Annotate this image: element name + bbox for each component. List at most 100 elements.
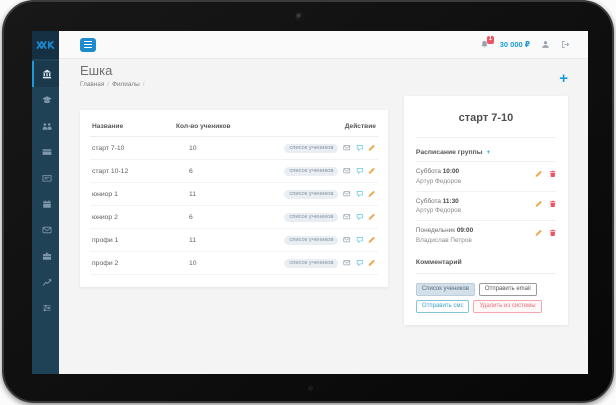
chat-icon (356, 260, 363, 267)
sidebar-item-envelope[interactable] (32, 217, 59, 243)
sidebar-item-briefcase[interactable] (32, 243, 59, 269)
group-name: старт 10-12 (92, 167, 129, 175)
sidebar-item-chart-line[interactable] (32, 269, 59, 295)
row-actions: список учеников (252, 166, 376, 176)
delete-from-system-button[interactable]: Удалить из системы (473, 299, 542, 313)
send-email-icon-button[interactable] (343, 213, 351, 221)
group-name: старт 7-10 (92, 144, 125, 152)
students-count: 10 (189, 144, 197, 152)
students-list-badge[interactable]: список учеников (284, 258, 339, 268)
send-email-icon-button[interactable] (343, 167, 351, 175)
send-email-button[interactable]: Отправить email (478, 282, 537, 296)
comment-icon-button[interactable] (356, 259, 364, 267)
pencil-icon (535, 200, 542, 207)
edit-icon-button[interactable] (368, 259, 376, 267)
pencil-icon (369, 190, 376, 198)
schedule-item: Понедельник 09:00 Владислав Петров (415, 220, 557, 250)
comment-icon-button[interactable] (356, 144, 364, 152)
row-actions: список учеников (252, 143, 376, 153)
edit-icon-button[interactable] (368, 144, 376, 152)
graduation-cap-icon (41, 96, 52, 104)
notifications-button[interactable]: 1 (480, 36, 494, 49)
edit-icon-button[interactable] (368, 167, 376, 175)
row-actions: список учеников (252, 212, 376, 222)
send-sms-button[interactable]: Отправить смс (415, 299, 470, 313)
schedule-text: Суббота 10:00 Артур Федоров (416, 168, 461, 185)
students-list-badge[interactable]: список учеников (284, 212, 339, 222)
sidebar-item-wallet[interactable] (32, 165, 59, 191)
pencil-icon (535, 229, 542, 236)
pencil-icon (369, 167, 376, 175)
bank-icon (42, 69, 51, 79)
delete-schedule-button[interactable] (549, 200, 557, 208)
chat-icon (356, 168, 363, 175)
breadcrumb-link[interactable]: Филиалы (112, 81, 140, 88)
comment-label: Комментарий (415, 258, 462, 266)
students-list-badge[interactable]: список учеников (284, 189, 339, 199)
chart-line-icon (42, 279, 51, 286)
envelope-o-icon (343, 260, 351, 266)
delete-schedule-button[interactable] (549, 229, 557, 237)
edit-schedule-button[interactable] (535, 229, 543, 237)
schedule-text: Суббота 11:30 Артур Федоров (416, 198, 461, 215)
balance-link[interactable]: 30 000 ₽ (499, 40, 530, 49)
sidebar-item-credit-card[interactable] (32, 139, 59, 165)
add-schedule-button[interactable]: + (486, 149, 491, 156)
schedule-teacher: Артур Федоров (415, 177, 462, 185)
table-row[interactable]: юниор 1 11 список учеников (90, 183, 378, 206)
table-row[interactable]: профи 1 11 список учеников (90, 229, 378, 252)
table-row[interactable]: юниор 2 6 список учеников (90, 206, 378, 229)
page-header: Ешка Главная / Филиалы / + (80, 63, 568, 88)
wallet-icon (42, 175, 51, 182)
sidebar-item-users[interactable] (32, 113, 59, 139)
comment-icon-button[interactable] (356, 213, 364, 221)
app-logo[interactable] (32, 31, 59, 59)
edit-schedule-button[interactable] (535, 200, 543, 208)
send-email-icon-button[interactable] (343, 190, 351, 198)
students-list-badge[interactable]: список учеников (284, 235, 339, 245)
send-email-icon-button[interactable] (343, 236, 351, 244)
schedule-item-actions (535, 198, 556, 208)
students-list-badge[interactable]: список учеников (284, 166, 339, 176)
logout-button[interactable] (561, 40, 570, 49)
chat-icon (356, 145, 363, 152)
schedule-teacher: Артур Федоров (415, 207, 462, 214)
students-list-button[interactable]: Список учеников (415, 282, 475, 296)
group-name: профи 2 (92, 259, 119, 267)
comment-icon-button[interactable] (356, 167, 364, 175)
send-email-icon-button[interactable] (343, 144, 351, 152)
group-detail-card: старт 7-10 Расписание группы + Суббота 1… (403, 96, 568, 325)
envelope-icon (42, 226, 51, 234)
edit-icon-button[interactable] (368, 213, 376, 221)
send-email-icon-button[interactable] (343, 259, 351, 267)
add-group-button[interactable]: + (559, 70, 568, 87)
table-row[interactable]: старт 10-12 6 список учеников (90, 160, 378, 183)
comment-icon-button[interactable] (356, 236, 364, 244)
breadcrumb-separator: / (142, 81, 145, 88)
table-row[interactable]: старт 7-10 10 список учеников (90, 137, 378, 160)
briefcase-icon (42, 252, 51, 260)
sidebar-item-graduation-cap[interactable] (32, 87, 59, 113)
sidebar-item-calendar[interactable] (32, 191, 59, 217)
students-count: 11 (189, 190, 197, 198)
calendar-icon (42, 200, 51, 208)
sidebar-item-bank[interactable] (32, 61, 59, 87)
groups-table-card: Название Кол-во учеников Действие старт … (80, 110, 388, 287)
delete-schedule-button[interactable] (549, 170, 557, 178)
profile-button[interactable] (541, 40, 550, 49)
edit-icon-button[interactable] (368, 236, 376, 244)
breadcrumb-link[interactable]: Главная (80, 81, 105, 88)
edit-icon-button[interactable] (368, 190, 376, 198)
pencil-icon (369, 259, 376, 267)
comment-icon-button[interactable] (356, 190, 364, 198)
topbar: 1 30 000 ₽ (59, 31, 588, 59)
edit-schedule-button[interactable] (535, 170, 543, 178)
students-count: 11 (189, 236, 197, 244)
sidebar (32, 31, 59, 374)
table-row[interactable]: профи 2 10 список учеников (90, 252, 378, 275)
students-list-badge[interactable]: список учеников (284, 143, 339, 153)
sidebar-item-sliders[interactable] (32, 295, 59, 321)
menu-toggle-button[interactable] (80, 37, 96, 52)
chat-icon (356, 237, 363, 244)
